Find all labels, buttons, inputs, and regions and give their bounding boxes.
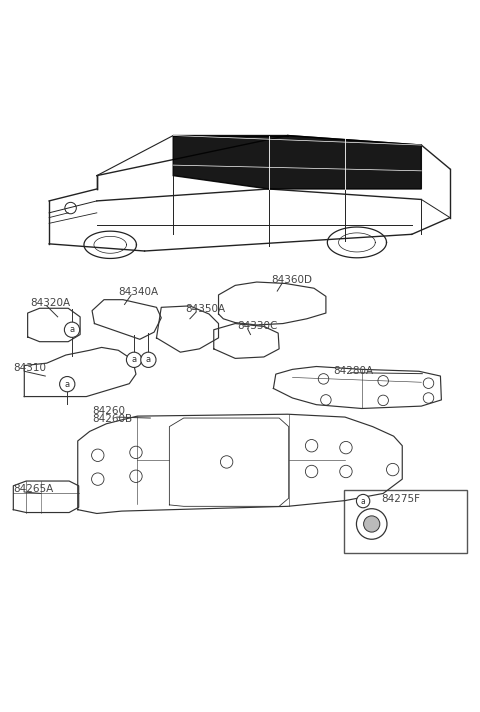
FancyBboxPatch shape <box>344 490 467 553</box>
Circle shape <box>305 439 318 452</box>
Circle shape <box>340 441 352 454</box>
Text: 84350A: 84350A <box>185 304 225 314</box>
Text: 84260: 84260 <box>92 407 125 417</box>
Circle shape <box>378 395 388 406</box>
Text: 84260B: 84260B <box>92 414 132 424</box>
Circle shape <box>65 202 76 214</box>
Circle shape <box>357 508 387 539</box>
Circle shape <box>64 322 80 337</box>
Circle shape <box>220 456 233 468</box>
Circle shape <box>423 393 434 403</box>
Polygon shape <box>173 135 421 189</box>
Circle shape <box>141 352 156 367</box>
Circle shape <box>126 352 142 367</box>
Text: a: a <box>132 355 137 365</box>
Circle shape <box>386 464 399 476</box>
Circle shape <box>130 446 142 459</box>
Text: 84340A: 84340A <box>118 287 158 297</box>
Circle shape <box>92 473 104 486</box>
Circle shape <box>130 470 142 483</box>
Text: 84360D: 84360D <box>271 276 312 286</box>
Text: a: a <box>146 355 151 365</box>
Circle shape <box>318 374 329 384</box>
Circle shape <box>305 465 318 478</box>
Circle shape <box>92 449 104 461</box>
Text: a: a <box>361 496 365 506</box>
Text: 84280A: 84280A <box>333 366 373 376</box>
Circle shape <box>378 375 388 386</box>
Text: 84265A: 84265A <box>13 484 54 494</box>
Circle shape <box>364 516 380 532</box>
Circle shape <box>423 378 434 389</box>
Text: 84310: 84310 <box>13 363 46 373</box>
Text: a: a <box>70 325 74 334</box>
Text: 84320A: 84320A <box>30 298 70 308</box>
Text: a: a <box>65 379 70 389</box>
Circle shape <box>357 494 370 508</box>
Circle shape <box>340 465 352 478</box>
Circle shape <box>60 377 75 392</box>
Text: 84330C: 84330C <box>238 321 278 331</box>
Circle shape <box>321 394 331 405</box>
Text: 84275F: 84275F <box>381 493 420 503</box>
